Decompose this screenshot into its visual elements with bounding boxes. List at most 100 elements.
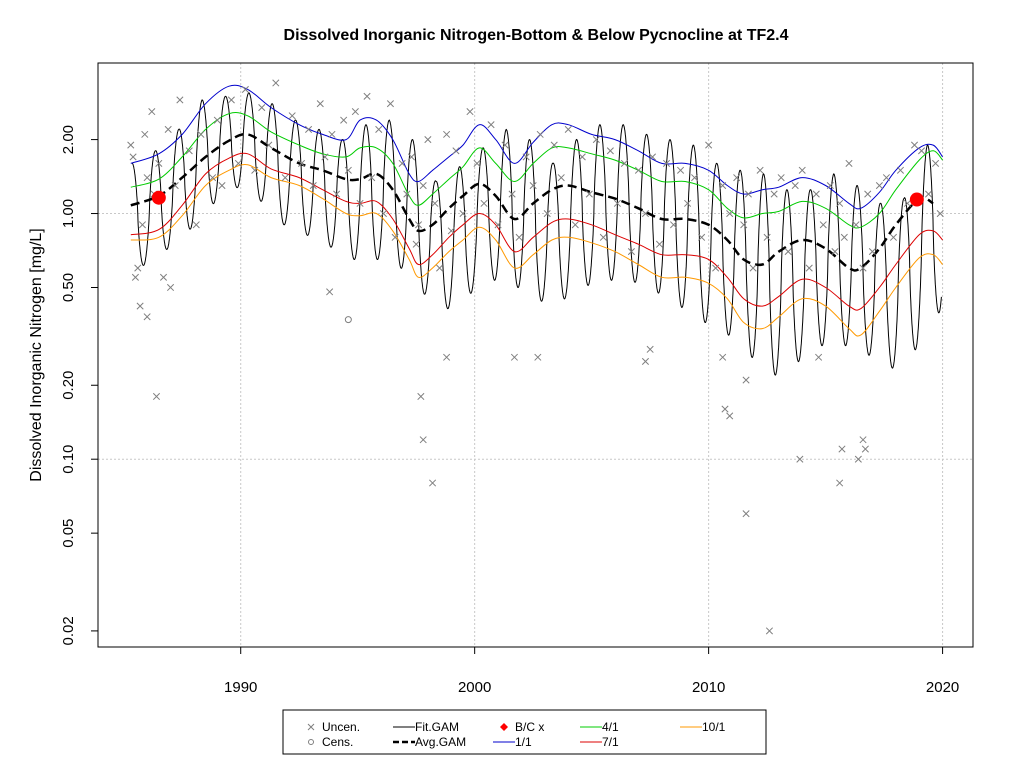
uncensored-point <box>864 190 872 198</box>
uncensored-point <box>543 209 551 218</box>
uncensored-point <box>932 159 940 167</box>
legend-label: Fit.GAM <box>415 720 459 734</box>
x-axis: 1990 2000 2010 2020 <box>224 646 959 696</box>
y-tick-label: 1.00 <box>60 199 77 228</box>
uncensored-point <box>363 92 371 100</box>
uncensored-point <box>840 233 848 241</box>
uncensored-point <box>398 159 406 167</box>
uncensored-point <box>875 181 883 190</box>
y-tick-label: 2.00 <box>60 125 77 154</box>
uncensored-point <box>209 174 217 182</box>
uncensored-point <box>417 392 425 401</box>
uncensored-point <box>838 445 846 453</box>
uncensored-point <box>281 174 289 182</box>
x-tick-label: 2000 <box>458 679 491 696</box>
uncensored-point <box>508 190 516 198</box>
uncensored-point <box>155 159 163 167</box>
uncensored-point <box>375 125 383 133</box>
uncensored-point <box>705 141 713 149</box>
uncensored-point <box>791 181 799 190</box>
uncensored-point <box>826 181 834 190</box>
uncensored-point <box>917 147 926 155</box>
series-line-4-1 <box>130 112 943 229</box>
uncensored-point <box>138 221 147 229</box>
uncensored-point <box>557 174 565 182</box>
uncensored-point <box>719 353 727 361</box>
uncensored-point <box>770 190 778 198</box>
uncensored-point <box>719 181 727 190</box>
uncensored-point <box>859 264 867 272</box>
uncensored-point <box>742 510 750 518</box>
uncensored-point <box>684 199 692 207</box>
legend-label: Uncen. <box>322 720 360 734</box>
legend-label: B/C x <box>515 720 544 734</box>
uncensored-point <box>166 283 175 292</box>
uncensored-point <box>936 209 944 218</box>
uncensored-point <box>845 159 853 167</box>
uncensored-point <box>333 190 341 198</box>
uncensored-point <box>896 166 905 174</box>
uncensored-point <box>436 264 444 272</box>
legend-item-7-1: 7/1 <box>580 735 619 749</box>
uncensored-point <box>134 264 142 272</box>
uncensored-point <box>831 248 839 256</box>
uncensored-point <box>176 96 184 104</box>
uncensored-point <box>599 233 607 241</box>
uncensored-point <box>620 159 628 167</box>
uncensored-point <box>251 166 259 174</box>
y-tick-label: 0.10 <box>60 445 77 474</box>
uncensored-point <box>407 153 416 161</box>
uncensored-point <box>127 141 135 149</box>
uncensored-point <box>141 130 149 138</box>
uncensored-point <box>510 353 518 361</box>
uncensored-point <box>297 159 306 167</box>
uncensored-point <box>712 264 720 272</box>
uncensored-point <box>726 412 734 420</box>
uncensored-point <box>185 147 193 155</box>
legend-item-avg-gam: Avg.GAM <box>393 735 466 749</box>
uncensored-point <box>889 233 898 241</box>
uncensored-point <box>340 116 348 124</box>
y-axis-label: Dissolved Inorganic Nitrogen [mg/L] <box>28 228 45 481</box>
legend-box <box>282 709 767 755</box>
uncensored-point <box>836 479 844 487</box>
legend-label: 7/1 <box>602 735 619 749</box>
uncensored-point <box>159 273 168 281</box>
uncensored-point <box>859 436 867 444</box>
uncensored-point <box>386 100 395 108</box>
uncensored-point <box>536 130 544 138</box>
uncensored-point <box>258 104 266 112</box>
legend-swatch <box>500 723 508 731</box>
uncensored-point <box>316 100 324 108</box>
uncensored-point <box>391 233 399 241</box>
uncensored-point <box>805 264 813 272</box>
uncensored-point <box>414 221 423 229</box>
bc-point <box>151 190 166 205</box>
uncensored-point <box>412 240 420 248</box>
uncensored-point <box>192 221 200 229</box>
uncensored-point <box>592 136 600 144</box>
uncensored-point <box>571 221 579 229</box>
uncensored-point <box>646 345 654 353</box>
uncensored-point <box>419 436 427 444</box>
uncensored-point <box>763 233 771 241</box>
uncensored-point <box>164 125 172 133</box>
x-tick-label: 1990 <box>224 679 257 696</box>
uncensored-point <box>641 357 650 365</box>
uncensored-point <box>351 108 359 116</box>
uncensored-point <box>698 233 706 241</box>
uncensored-point <box>819 221 827 229</box>
uncensored-point <box>861 445 869 453</box>
uncensored-point <box>171 181 179 190</box>
uncensored-point <box>924 190 933 198</box>
y-axis: 0.02 0.05 0.10 0.20 0.50 1.00 2.00 <box>60 125 98 646</box>
uncensored-point <box>676 166 685 174</box>
series-line-10-1 <box>130 163 943 337</box>
uncensored-point <box>241 85 249 93</box>
uncensored-point <box>606 147 614 155</box>
uncensored-point <box>487 121 495 129</box>
uncensored-point <box>815 353 823 361</box>
uncensored-point <box>309 181 317 190</box>
uncensored-point <box>669 221 678 229</box>
